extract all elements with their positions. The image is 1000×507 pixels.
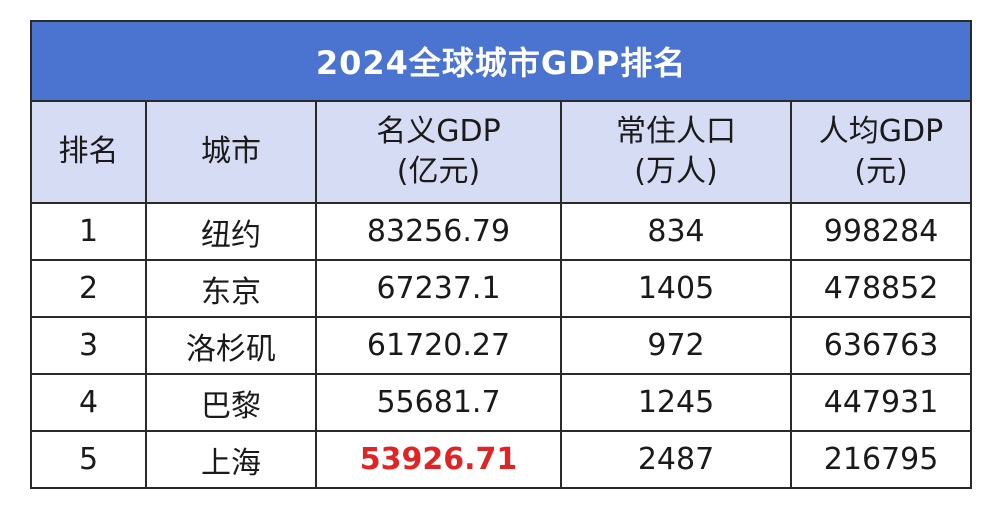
- header-rank: 排名: [30, 100, 147, 204]
- gdp-per-capita-cell: 636763: [789, 316, 973, 375]
- rank-cell: 3: [30, 316, 147, 375]
- rank-cell: 2: [30, 259, 147, 318]
- population-cell: 2487: [560, 430, 792, 489]
- table-row: 5 上海 53926.71 2487 216795: [30, 430, 973, 489]
- city-cell: 纽约: [145, 202, 317, 261]
- gdp-per-capita-cell: 998284: [789, 202, 973, 261]
- population-cell: 834: [560, 202, 792, 261]
- rank-cell: 4: [30, 373, 147, 432]
- header-city: 城市: [145, 100, 317, 204]
- population-cell: 1405: [560, 259, 792, 318]
- table-row: 1 纽约 83256.79 834 998284: [30, 202, 973, 261]
- gdp-per-capita-cell: 447931: [789, 373, 973, 432]
- city-cell: 上海: [145, 430, 317, 489]
- city-cell: 巴黎: [145, 373, 317, 432]
- header-population-unit: (万人): [634, 154, 718, 189]
- header-gdp-per-capita-unit: (元): [854, 154, 908, 189]
- table-row: 4 巴黎 55681.7 1245 447931: [30, 373, 973, 432]
- header-gdp-label: 名义GDP: [376, 114, 501, 149]
- population-cell: 1245: [560, 373, 792, 432]
- header-gdp: 名义GDP (亿元): [315, 100, 562, 204]
- header-rank-label: 排名: [58, 134, 119, 169]
- rank-cell: 1: [30, 202, 147, 261]
- table-row: 2 东京 67237.1 1405 478852: [30, 259, 973, 318]
- city-cell: 洛杉矶: [145, 316, 317, 375]
- title-row: 2024全球城市GDP排名: [29, 20, 973, 102]
- city-cell: 东京: [145, 259, 317, 318]
- rank-cell: 5: [30, 430, 147, 489]
- gdp-per-capita-cell: 216795: [789, 430, 973, 489]
- gdp-ranking-table: 2024全球城市GDP排名 排名 城市 名义GDP (亿元) 常住人口 (万人)…: [29, 20, 973, 489]
- gdp-cell-highlighted: 53926.71: [315, 430, 562, 489]
- gdp-cell: 55681.7: [315, 373, 562, 432]
- header-gdp-unit: (亿元): [396, 154, 481, 189]
- header-row: 排名 城市 名义GDP (亿元) 常住人口 (万人) 人均GDP (元): [30, 100, 973, 204]
- gdp-ranking-table-container: 2024全球城市GDP排名 排名 城市 名义GDP (亿元) 常住人口 (万人)…: [29, 20, 973, 489]
- header-population: 常住人口 (万人): [560, 100, 792, 204]
- gdp-per-capita-cell: 478852: [789, 259, 973, 318]
- population-cell: 972: [560, 316, 792, 375]
- gdp-cell: 83256.79: [315, 202, 562, 261]
- header-city-label: 城市: [201, 134, 261, 169]
- table-title: 2024全球城市GDP排名: [29, 20, 973, 102]
- table-row: 3 洛杉矶 61720.27 972 636763: [30, 316, 973, 375]
- header-gdp-per-capita: 人均GDP (元): [789, 100, 973, 204]
- header-gdp-per-capita-label: 人均GDP: [818, 114, 944, 149]
- header-population-label: 常住人口: [616, 114, 736, 149]
- gdp-cell: 61720.27: [315, 316, 562, 375]
- gdp-cell: 67237.1: [315, 259, 562, 318]
